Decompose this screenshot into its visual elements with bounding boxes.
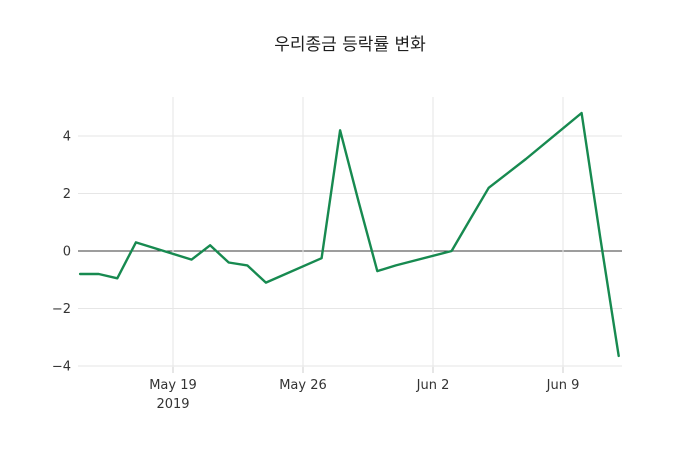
y-tick-label: −4 — [52, 360, 71, 375]
series-layer — [78, 111, 620, 358]
y-tick-label: 0 — [63, 245, 71, 260]
price-change-line — [78, 111, 620, 358]
x-tick-label: May 19 — [149, 378, 197, 393]
x-tick-sublabel: 2019 — [156, 397, 189, 412]
y-tick-label: 2 — [63, 187, 71, 202]
x-tick-label: May 26 — [279, 378, 327, 393]
chart-title: 우리종금 등락률 변화 — [274, 35, 426, 55]
x-tick-label: Jun 2 — [416, 378, 450, 393]
y-tick-label: 4 — [63, 130, 71, 145]
y-tick-label: −2 — [52, 302, 71, 317]
axis-layer: 4 2 0 −2 −4 May 19 2019 May 26 Jun 2 Jun 9 — [52, 130, 580, 413]
grid-layer — [78, 97, 622, 367]
x-tick-label: Jun 9 — [546, 378, 580, 393]
